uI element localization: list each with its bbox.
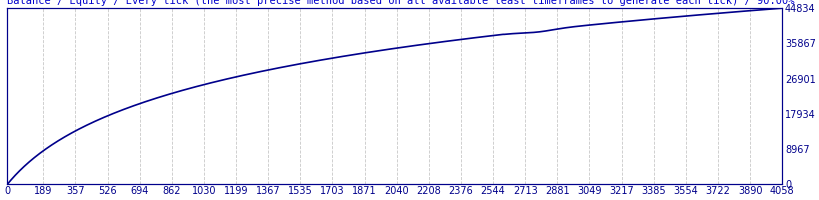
Text: Balance / Equity / Every tick (the most precise method based on all available le: Balance / Equity / Every tick (the most … bbox=[7, 0, 794, 6]
